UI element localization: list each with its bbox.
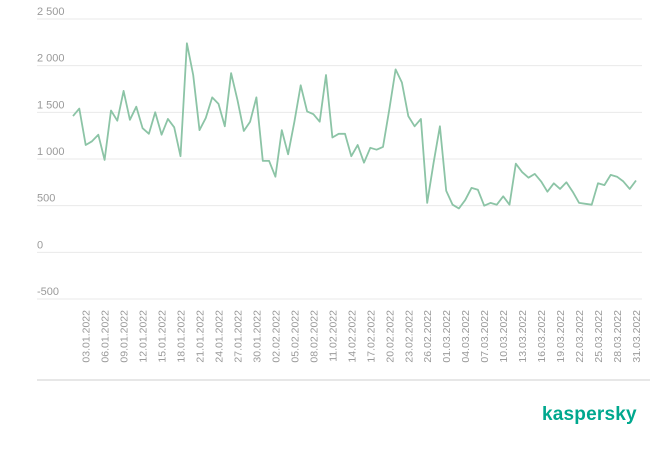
y-tick-label: 500 xyxy=(37,193,55,205)
y-axis-ticks: -500 0 500 1 000 1 500 2 000 2 500 xyxy=(37,6,65,298)
x-tick-label: 05.02.2022 xyxy=(289,310,301,363)
x-tick-label: 06.01.2022 xyxy=(100,310,112,363)
y-tick-label: 2 000 xyxy=(37,53,65,65)
x-tick-label: 16.03.2022 xyxy=(536,310,548,363)
y-tick-label: 1 000 xyxy=(37,146,65,158)
x-tick-label: 26.02.2022 xyxy=(422,310,434,363)
x-tick-label: 11.02.2022 xyxy=(327,310,339,362)
x-tick-label: 21.01.2022 xyxy=(195,310,207,363)
x-tick-label: 09.01.2022 xyxy=(119,310,131,363)
x-tick-label: 03.01.2022 xyxy=(81,310,93,363)
x-tick-label: 14.02.2022 xyxy=(346,310,358,363)
x-tick-label: 04.03.2022 xyxy=(460,310,472,363)
y-tick-label: 0 xyxy=(37,239,43,251)
x-tick-label: 20.02.2022 xyxy=(384,310,396,363)
x-tick-label: 19.03.2022 xyxy=(555,310,567,363)
x-tick-label: 15.01.2022 xyxy=(157,310,169,363)
x-tick-label: 01.03.2022 xyxy=(441,310,453,363)
x-tick-label: 02.02.2022 xyxy=(270,310,282,363)
x-tick-label: 23.02.2022 xyxy=(403,310,415,363)
gridlines xyxy=(37,18,642,300)
x-tick-label: 22.03.2022 xyxy=(574,310,586,363)
x-tick-label: 24.01.2022 xyxy=(213,310,225,363)
x-tick-label: 08.02.2022 xyxy=(308,310,320,363)
y-tick-label: 1 500 xyxy=(37,99,65,111)
x-tick-label: 27.01.2022 xyxy=(232,310,244,363)
kaspersky-logo: kaspersky xyxy=(542,404,637,425)
x-tick-label: 13.03.2022 xyxy=(517,310,529,363)
y-tick-label: 2 500 xyxy=(37,6,65,18)
x-tick-label: 07.03.2022 xyxy=(479,310,491,363)
x-tick-label: 18.01.2022 xyxy=(176,310,188,363)
series-layer xyxy=(72,42,637,210)
x-tick-label: 25.03.2022 xyxy=(593,310,605,363)
x-tick-label: 31.03.2022 xyxy=(631,310,643,363)
x-tick-label: 10.03.2022 xyxy=(498,310,510,363)
series-line xyxy=(72,42,637,210)
x-axis-ticks: 03.01.2022 06.01.2022 09.01.2022 12.01.2022… xyxy=(81,310,643,363)
y-tick-label: -500 xyxy=(37,286,59,298)
x-tick-label: 30.01.2022 xyxy=(251,310,263,363)
x-tick-label: 17.02.2022 xyxy=(365,310,377,363)
x-tick-label: 28.03.2022 xyxy=(612,310,624,363)
x-tick-label: 12.01.2022 xyxy=(138,310,150,363)
